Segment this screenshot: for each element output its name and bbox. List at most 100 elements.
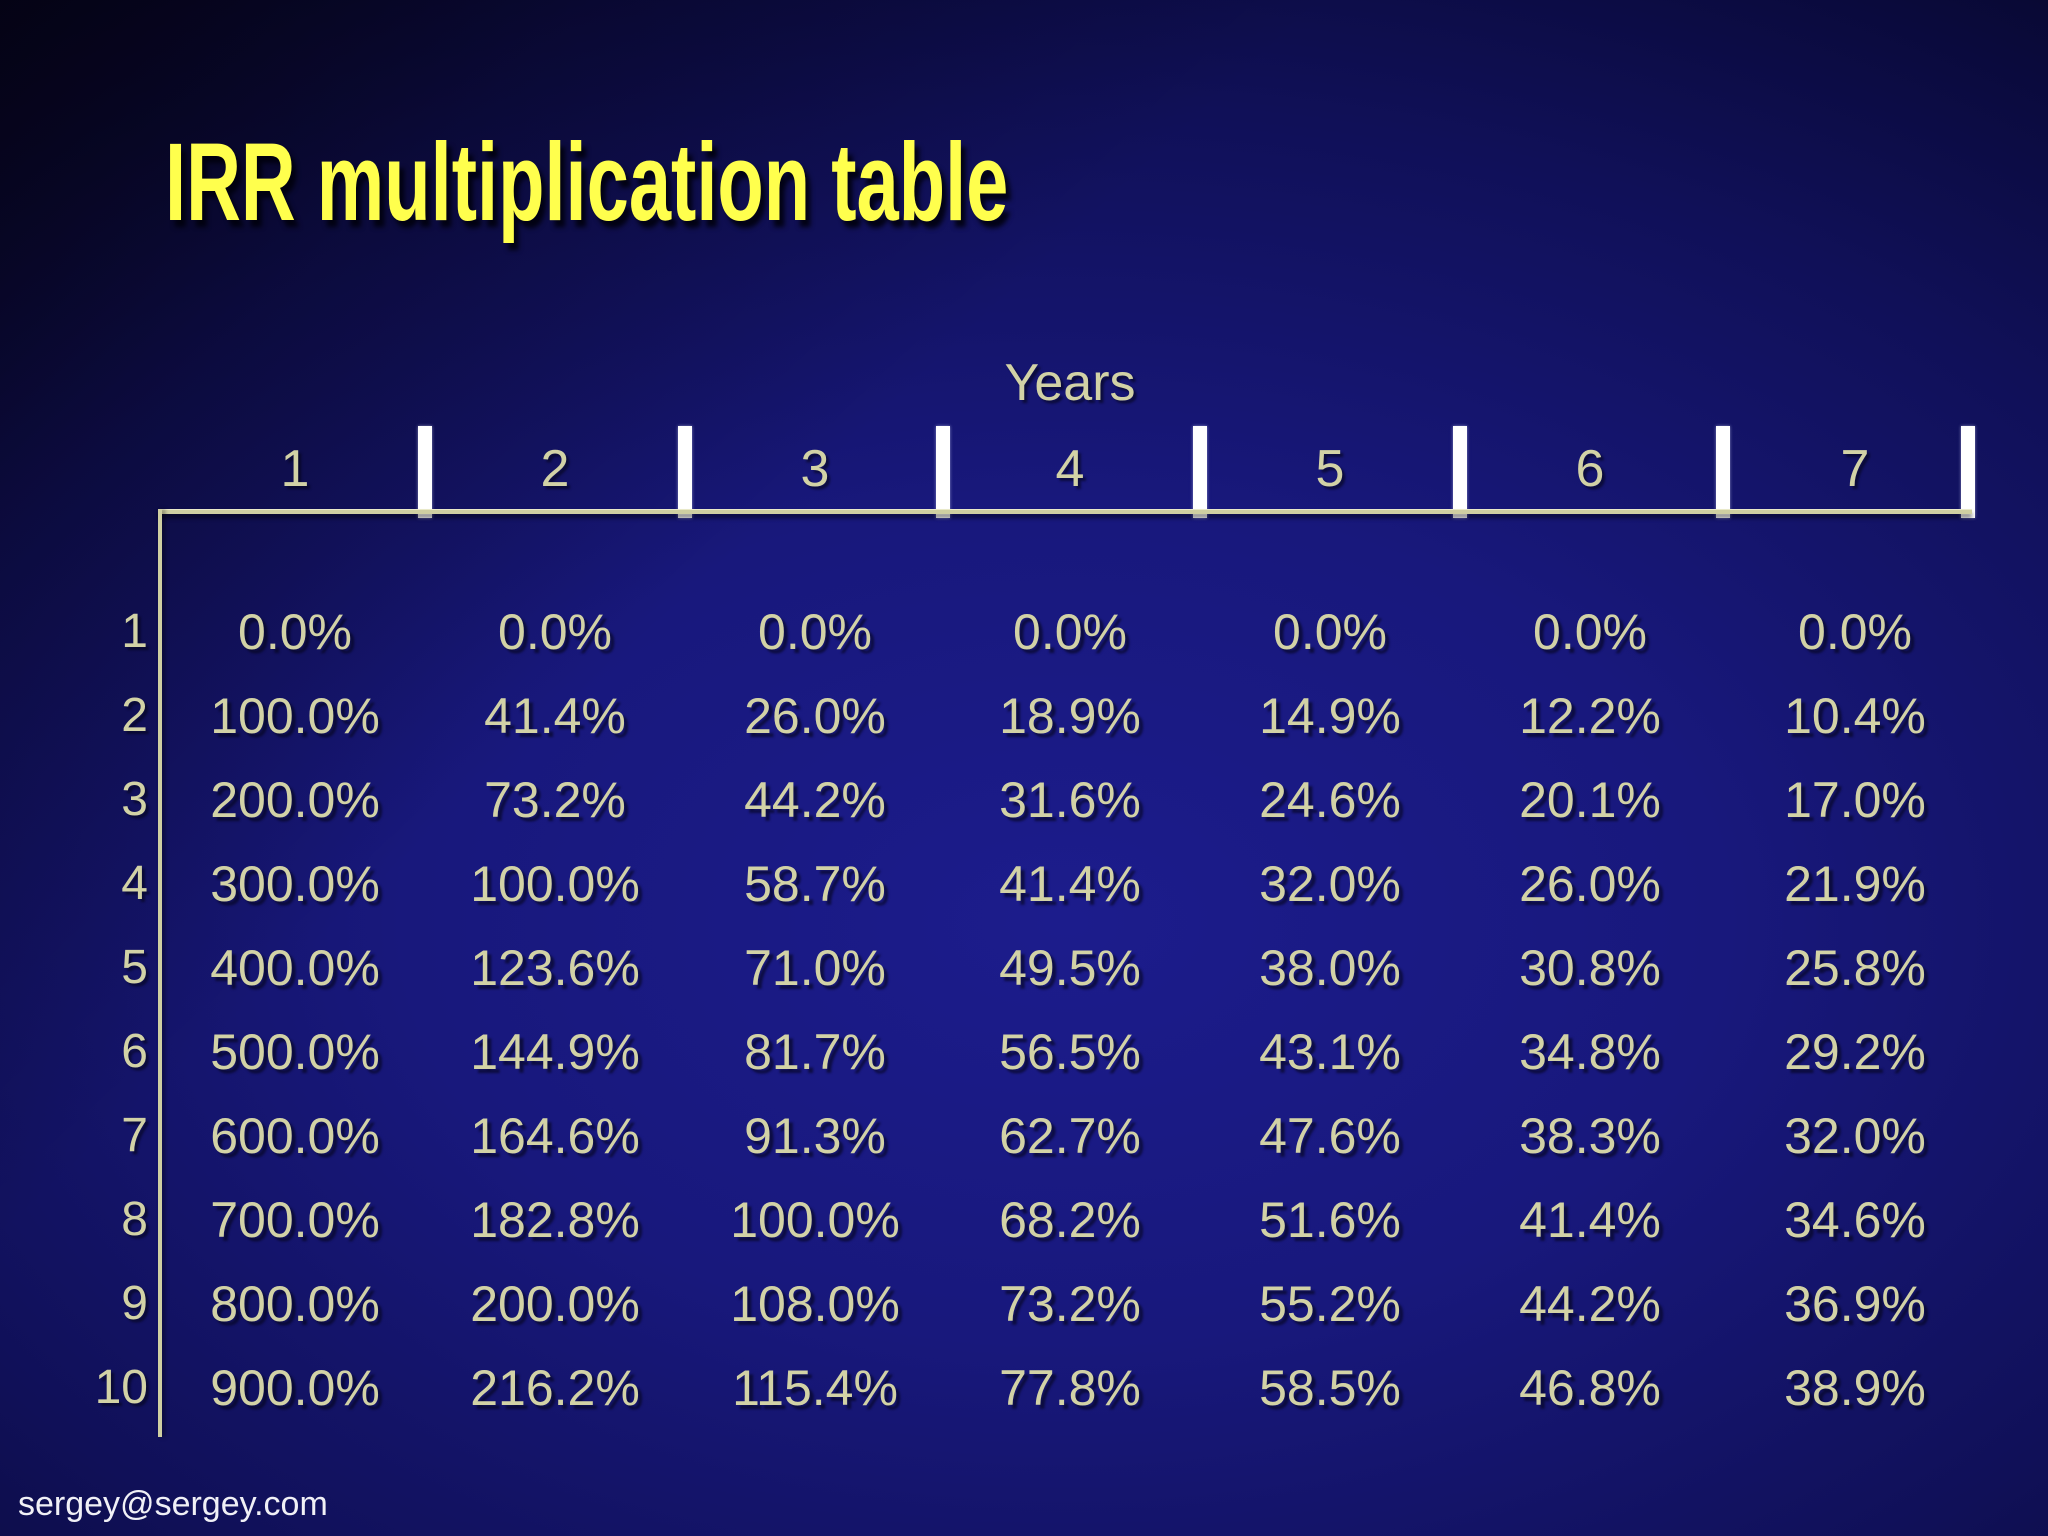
cell-r3-c3: 44.2%: [744, 772, 886, 828]
cell-r3-c4: 31.6%: [999, 772, 1141, 828]
cell-r2-c3: 26.0%: [744, 688, 886, 744]
column-tick: [678, 426, 692, 518]
cell-r9-c1: 800.0%: [210, 1276, 380, 1332]
cell-r7-c1: 600.0%: [210, 1108, 380, 1164]
column-tick: [418, 426, 432, 518]
cell-r4-c7: 21.9%: [1784, 856, 1926, 912]
cell-r8-c6: 41.4%: [1519, 1192, 1661, 1248]
column-header-year-1: 1: [280, 440, 310, 498]
cell-r7-c6: 38.3%: [1519, 1108, 1661, 1164]
cell-r9-c6: 44.2%: [1519, 1276, 1661, 1332]
cell-r4-c4: 41.4%: [999, 856, 1141, 912]
cell-r3-c1: 200.0%: [210, 772, 380, 828]
cell-r2-c1: 100.0%: [210, 688, 380, 744]
cell-r10-c1: 900.0%: [210, 1360, 380, 1416]
column-tick: [1453, 426, 1467, 518]
cell-r4-c6: 26.0%: [1519, 856, 1661, 912]
cell-r10-c2: 216.2%: [470, 1360, 640, 1416]
cell-r5-c4: 49.5%: [999, 940, 1141, 996]
column-header-year-3: 3: [800, 440, 830, 498]
cell-r8-c3: 100.0%: [730, 1192, 900, 1248]
cell-r2-c2: 41.4%: [484, 688, 626, 744]
column-tick: [936, 426, 950, 518]
cell-r6-c6: 34.8%: [1519, 1024, 1661, 1080]
cell-r8-c5: 51.6%: [1259, 1192, 1401, 1248]
cell-r9-c3: 108.0%: [730, 1276, 900, 1332]
cell-r6-c5: 43.1%: [1259, 1024, 1401, 1080]
cell-r5-c5: 38.0%: [1259, 940, 1401, 996]
cell-r1-c6: 0.0%: [1533, 604, 1647, 660]
years-axis-label: Years: [1004, 354, 1136, 412]
cell-r10-c7: 38.9%: [1784, 1360, 1926, 1416]
cell-r6-c7: 29.2%: [1784, 1024, 1926, 1080]
cell-r6-c2: 144.9%: [470, 1024, 640, 1080]
cell-r1-c3: 0.0%: [758, 604, 872, 660]
cell-r9-c5: 55.2%: [1259, 1276, 1401, 1332]
cell-r3-c6: 20.1%: [1519, 772, 1661, 828]
cell-r8-c1: 700.0%: [210, 1192, 380, 1248]
cell-r4-c3: 58.7%: [744, 856, 886, 912]
cell-r2-c5: 14.9%: [1259, 688, 1401, 744]
row-label-4: 4: [121, 857, 148, 910]
cell-r10-c6: 46.8%: [1519, 1360, 1661, 1416]
cell-r7-c2: 164.6%: [470, 1108, 640, 1164]
cell-r3-c5: 24.6%: [1259, 772, 1401, 828]
cell-r1-c2: 0.0%: [498, 604, 612, 660]
cell-r5-c6: 30.8%: [1519, 940, 1661, 996]
cell-r4-c1: 300.0%: [210, 856, 380, 912]
slide-title: IRR multiplication table: [165, 121, 1009, 244]
row-label-8: 8: [121, 1193, 148, 1246]
cell-r10-c5: 58.5%: [1259, 1360, 1401, 1416]
cell-r10-c4: 77.8%: [999, 1360, 1141, 1416]
cell-r8-c7: 34.6%: [1784, 1192, 1926, 1248]
column-header-year-5: 5: [1315, 440, 1345, 498]
cell-r4-c5: 32.0%: [1259, 856, 1401, 912]
column-tick: [1193, 426, 1207, 518]
row-label-5: 5: [121, 941, 148, 994]
cell-r5-c3: 71.0%: [744, 940, 886, 996]
row-label-2: 2: [121, 689, 148, 742]
cell-r1-c7: 0.0%: [1798, 604, 1912, 660]
cell-r2-c7: 10.4%: [1784, 688, 1926, 744]
cell-r7-c3: 91.3%: [744, 1108, 886, 1164]
cell-r3-c2: 73.2%: [484, 772, 626, 828]
cell-r6-c3: 81.7%: [744, 1024, 886, 1080]
cell-r3-c7: 17.0%: [1784, 772, 1926, 828]
column-tick: [1961, 426, 1975, 518]
column-header-year-4: 4: [1055, 440, 1085, 498]
cell-r8-c4: 68.2%: [999, 1192, 1141, 1248]
row-label-6: 6: [121, 1025, 148, 1078]
cell-r1-c1: 0.0%: [238, 604, 352, 660]
cell-r6-c1: 500.0%: [210, 1024, 380, 1080]
cell-r5-c1: 400.0%: [210, 940, 380, 996]
cell-r1-c5: 0.0%: [1273, 604, 1387, 660]
cell-r7-c5: 47.6%: [1259, 1108, 1401, 1164]
cell-r7-c4: 62.7%: [999, 1108, 1141, 1164]
table-header-rule: [158, 509, 1972, 514]
row-label-10: 10: [94, 1361, 148, 1414]
cell-r7-c7: 32.0%: [1784, 1108, 1926, 1164]
cell-r8-c2: 182.8%: [470, 1192, 640, 1248]
row-label-9: 9: [121, 1277, 148, 1330]
cell-r9-c2: 200.0%: [470, 1276, 640, 1332]
row-label-1: 1: [121, 605, 148, 658]
column-header-year-7: 7: [1840, 440, 1870, 498]
cell-r1-c4: 0.0%: [1013, 604, 1127, 660]
cell-r5-c2: 123.6%: [470, 940, 640, 996]
cell-r5-c7: 25.8%: [1784, 940, 1926, 996]
column-header-year-2: 2: [540, 440, 570, 498]
cell-r10-c3: 115.4%: [732, 1360, 898, 1416]
footer-email: sergey@sergey.com: [18, 1485, 328, 1523]
cell-r2-c4: 18.9%: [999, 688, 1141, 744]
column-header-year-6: 6: [1575, 440, 1605, 498]
column-tick: [1716, 426, 1730, 518]
table-left-rule: [158, 509, 162, 1437]
cell-r2-c6: 12.2%: [1519, 688, 1661, 744]
cell-r9-c7: 36.9%: [1784, 1276, 1926, 1332]
row-label-3: 3: [121, 773, 148, 826]
cell-r9-c4: 73.2%: [999, 1276, 1141, 1332]
cell-r4-c2: 100.0%: [470, 856, 640, 912]
cell-r6-c4: 56.5%: [999, 1024, 1141, 1080]
row-label-7: 7: [121, 1109, 148, 1162]
